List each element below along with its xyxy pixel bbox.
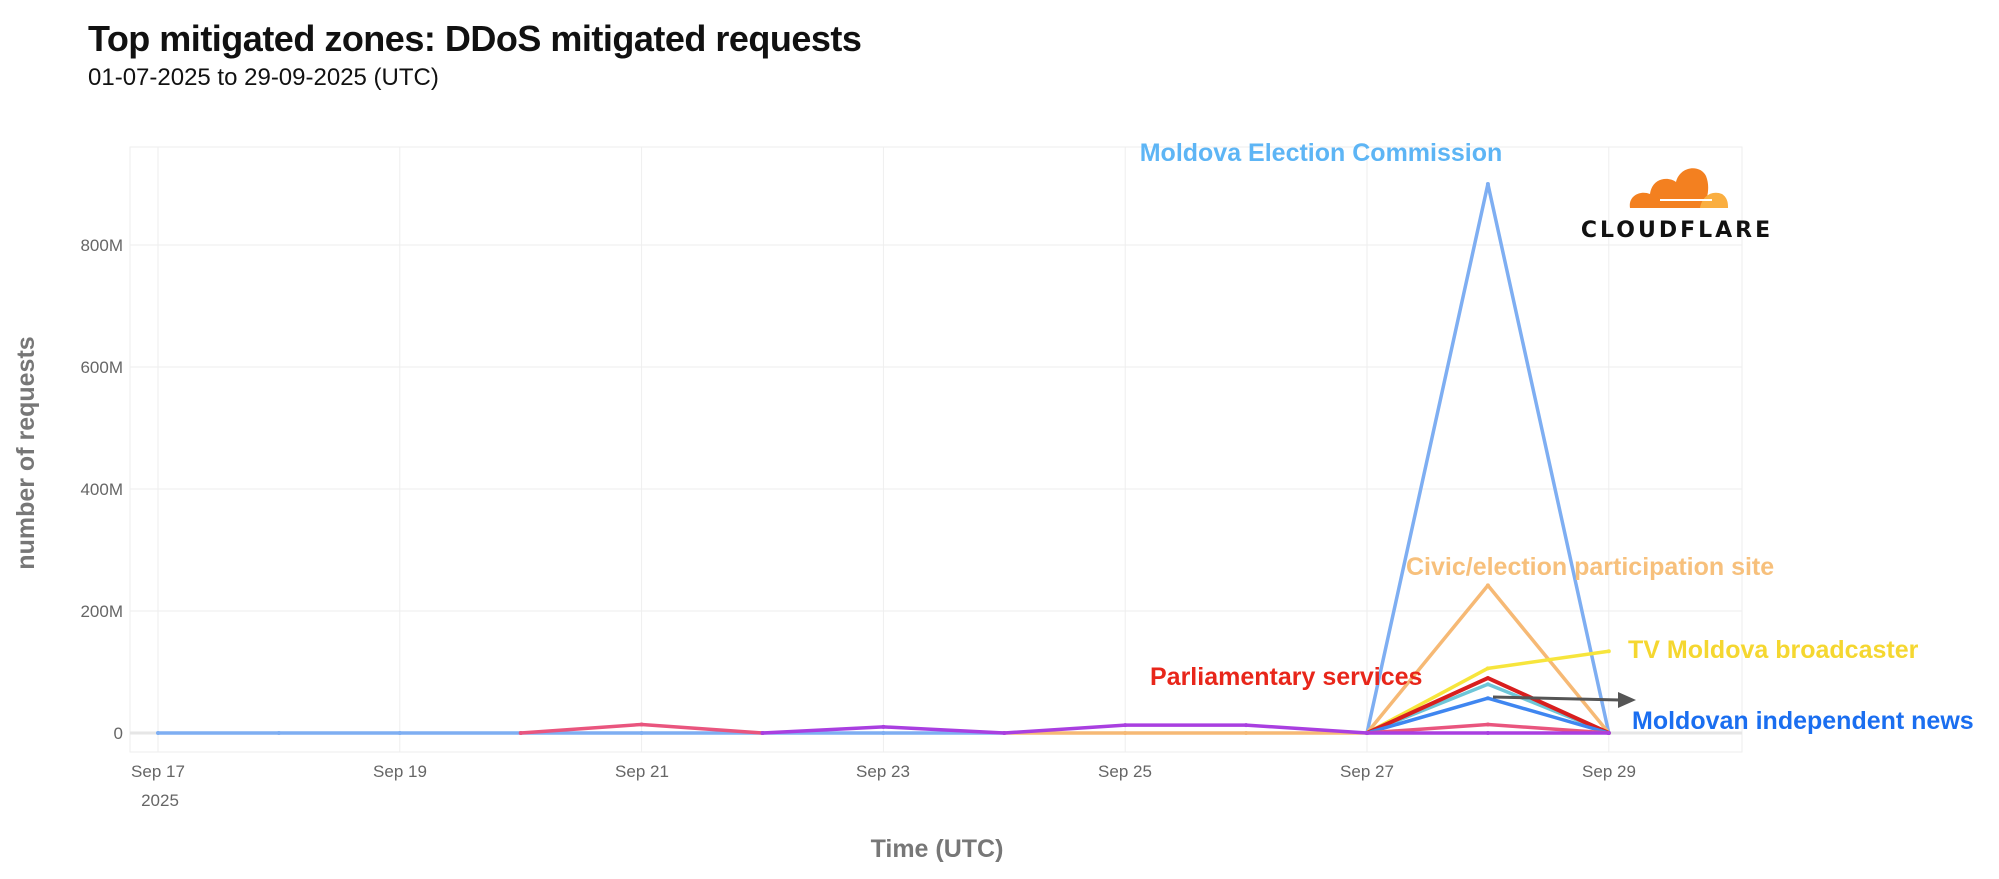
data-point [1365,731,1369,735]
data-point [1485,722,1490,727]
data-point [1485,583,1490,588]
data-point [1485,182,1490,186]
data-point [1244,731,1249,735]
series-unnamed-7 [760,723,1611,735]
series-civic-election-participation-site [1002,583,1611,735]
y-tick-label: 800M [80,236,123,255]
x-tick-label: Sep 23 [856,762,910,781]
data-point [1123,731,1128,735]
data-point [1002,731,1007,735]
data-point [1123,723,1128,728]
data-point [639,731,644,735]
y-tick-label: 400M [80,480,123,499]
x-tick-label: Sep 27 [1340,762,1394,781]
data-point [1244,723,1249,728]
x-tick-label: Sep 21 [615,762,669,781]
annotation-tv-moldova: TV Moldova broadcaster [1628,636,1919,664]
data-point [1485,666,1490,671]
annotation-civic-election-site: Civic/election participation site [1406,553,1774,581]
y-tick-label: 600M [80,358,123,377]
data-point [518,731,523,735]
data-point [1485,676,1490,681]
data-point [276,731,281,735]
tick-labels: 0 200M 400M 600M 800M Sep 17 Sep 19 Sep … [80,236,1635,810]
chart-title: Top mitigated zones: DDoS mitigated requ… [88,18,862,59]
y-tick-label: 0 [114,724,123,743]
series-line [1004,583,1611,735]
x-tick-year: 2025 [141,791,179,810]
arrow-icon [1492,692,1636,708]
x-tick-label: Sep 17 [131,762,185,781]
x-axis-title: Time (UTC) [871,835,1004,863]
series-lines [156,182,1611,735]
series-unnamed-6 [518,722,1611,735]
annotation-moldovan-independent-news: Moldovan independent news [1632,707,1974,735]
data-point [397,731,402,735]
plot-area [129,146,1743,753]
data-point [1485,682,1490,687]
data-point [760,731,765,735]
data-point [881,731,886,735]
data-point [156,731,160,735]
data-point [1485,696,1490,701]
data-point [639,722,644,727]
x-tick-label: Sep 25 [1098,762,1152,781]
x-tick-label: Sep 19 [373,762,427,781]
x-tick-label: Sep 29 [1582,762,1636,781]
series-line [1365,182,1611,734]
logo-text: CLOUDFLARE [1581,218,1773,243]
annotation-parliamentary-services: Parliamentary services [1150,663,1422,691]
chart-subtitle: 01-07-2025 to 29-09-2025 (UTC) [88,64,439,91]
cloudflare-logo: CLOUDFLARE [1581,168,1773,243]
data-point [1485,731,1490,735]
data-point [1606,731,1611,735]
y-axis-title: number of requests [12,336,40,569]
y-tick-label: 200M [80,602,123,621]
annotation-moldova-election-commission: Moldova Election Commission [1140,139,1503,167]
data-point [1606,649,1611,654]
series-line [762,723,1609,735]
annotations: Moldova Election Commission Civic/electi… [1140,139,1974,735]
data-point [881,724,886,729]
